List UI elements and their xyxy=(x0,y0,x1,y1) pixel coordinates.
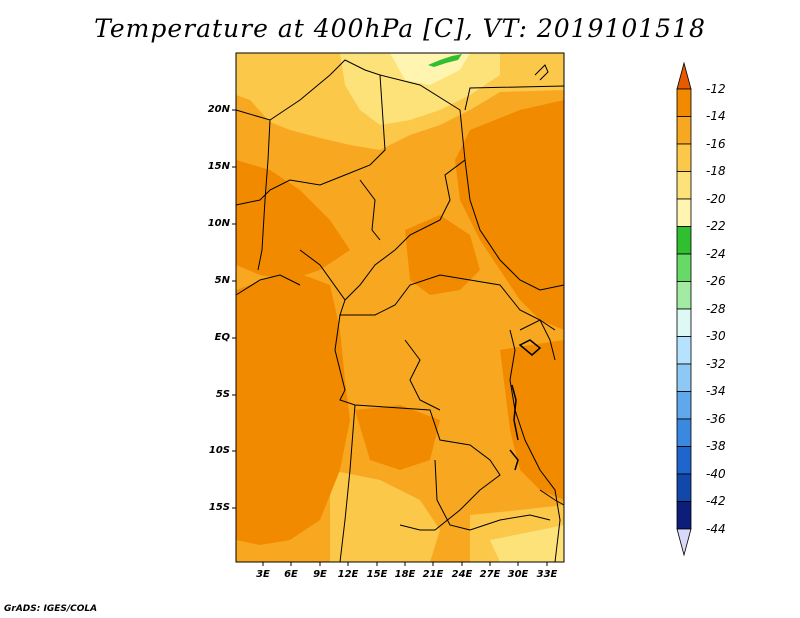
colorbar-swatch xyxy=(676,198,692,227)
colorbar-swatch xyxy=(676,391,692,420)
lat-label: 5N xyxy=(214,275,230,286)
border-line xyxy=(464,159,565,291)
lon-label: 15E xyxy=(366,569,388,580)
colorbar-label: -16 xyxy=(706,137,726,151)
field-southeast-orange xyxy=(500,340,564,500)
border-line xyxy=(344,74,466,301)
border-line xyxy=(257,119,271,271)
border-line xyxy=(434,459,471,531)
axis-ticks xyxy=(232,109,548,566)
colorbar-swatch xyxy=(676,446,692,475)
border-line xyxy=(339,404,356,563)
lat-label: 5S xyxy=(215,389,230,400)
field-northwest-orange xyxy=(236,160,350,280)
colorbar-label: -36 xyxy=(706,412,726,426)
colorbar-label: -18 xyxy=(706,164,726,178)
border-line xyxy=(334,314,501,531)
lon-label: 27E xyxy=(479,569,501,580)
lakes xyxy=(509,339,542,471)
border-line xyxy=(509,329,561,563)
lon-label: 21E xyxy=(422,569,444,580)
border-line xyxy=(464,85,565,111)
border-line xyxy=(359,179,381,241)
lat-label: EQ xyxy=(214,332,230,343)
colorbar-label: -38 xyxy=(706,439,726,453)
colorbar-label: -30 xyxy=(706,329,726,343)
lat-label: 10S xyxy=(208,445,230,456)
colorbar-label: -26 xyxy=(706,274,726,288)
colorbar-label: -22 xyxy=(706,219,726,233)
colorbar-swatch xyxy=(676,171,692,200)
field-north-pale xyxy=(340,53,500,125)
lake-outline xyxy=(511,384,519,441)
field-west-orange xyxy=(236,270,350,545)
colorbar-label: -24 xyxy=(706,247,726,261)
chart-title: Temperature at 400hPa [C], VT: 201910151… xyxy=(94,14,706,43)
lon-label: 18E xyxy=(394,569,416,580)
colorbar-swatch xyxy=(676,281,692,310)
colorbar-swatch xyxy=(676,336,692,365)
lon-label: 12E xyxy=(337,569,359,580)
colorbar-swatch xyxy=(676,501,692,530)
colorbar-label: -28 xyxy=(706,302,726,316)
lon-label: 30E xyxy=(507,569,529,580)
border-line xyxy=(235,274,301,296)
lon-label: 6E xyxy=(284,569,298,580)
lat-label: 10N xyxy=(207,218,230,229)
lat-label: 20N xyxy=(207,104,230,115)
field-south-palest xyxy=(490,525,564,562)
colorbar-swatch xyxy=(676,363,692,392)
colorbar-label: -14 xyxy=(706,109,726,123)
field-east-orange xyxy=(455,100,564,330)
colorbar-swatch xyxy=(676,308,692,337)
colorbar-arrow-top xyxy=(676,61,692,90)
colorbar-label: -12 xyxy=(706,82,726,96)
colorbar-swatch xyxy=(676,143,692,172)
colorbar-label: -44 xyxy=(706,522,726,536)
border-line xyxy=(539,489,565,506)
colorbar-label: -32 xyxy=(706,357,726,371)
colorbar-label: -20 xyxy=(706,192,726,206)
colorbar xyxy=(676,61,692,557)
credit-text: GrADS: IGES/COLA xyxy=(4,604,98,614)
map-fill xyxy=(236,53,564,562)
lon-label: 3E xyxy=(256,569,270,580)
border-line xyxy=(404,339,441,411)
field-green-patch xyxy=(428,54,462,67)
field-south-light xyxy=(330,470,440,562)
lon-label: 9E xyxy=(313,569,327,580)
colorbar-swatch xyxy=(676,116,692,145)
colorbar-label: -34 xyxy=(706,384,726,398)
field-central-orange xyxy=(405,215,480,295)
colorbar-arrow-bottom xyxy=(676,528,692,557)
border-line xyxy=(534,64,549,81)
border-line xyxy=(299,249,556,331)
colorbar-label: -40 xyxy=(706,467,726,481)
lon-label: 24E xyxy=(451,569,473,580)
colorbar-swatch xyxy=(676,226,692,255)
colorbar-swatch xyxy=(676,473,692,502)
lake-outline xyxy=(518,339,542,356)
lake-outline xyxy=(509,449,519,471)
colorbar-label: -42 xyxy=(706,494,726,508)
border-line xyxy=(469,514,551,531)
lat-label: 15N xyxy=(207,161,230,172)
lat-label: 15S xyxy=(208,502,230,513)
field-south-orange xyxy=(355,405,440,470)
map-frame xyxy=(235,52,565,563)
border-line xyxy=(235,59,386,206)
border-line xyxy=(519,319,556,361)
colorbar-swatch xyxy=(676,418,692,447)
lon-label: 33E xyxy=(536,569,558,580)
colorbar-swatch xyxy=(676,253,692,282)
country-borders xyxy=(235,59,565,563)
colorbar-swatch xyxy=(676,88,692,117)
